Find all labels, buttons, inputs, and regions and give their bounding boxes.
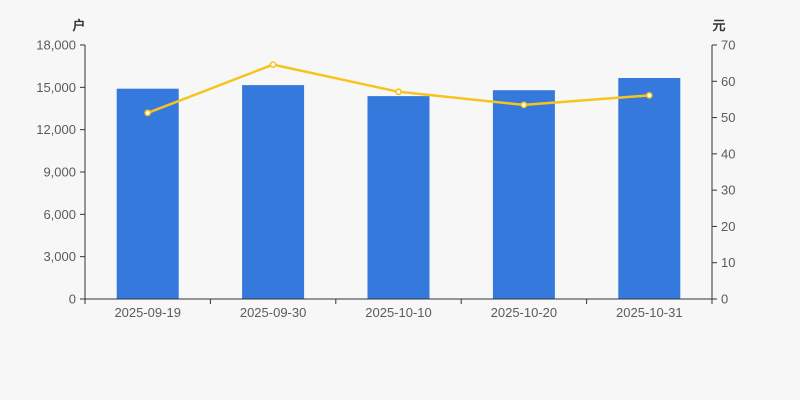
x-axis-category-label: 2025-10-10 [365,305,432,320]
x-axis-category-label: 2025-09-30 [240,305,307,320]
left-axis-tick-label: 3,000 [43,249,76,264]
x-axis-category-label: 2025-10-20 [491,305,558,320]
x-axis: 2025-09-19 2025-09-30 2025-10-10 2025-10-20… [84,298,713,320]
x-axis-category-label: 2025-10-31 [616,305,683,320]
left-axis: 0 3,000 6,000 9,000 12,000 15,000 18,000 [36,38,86,307]
left-axis-tick-label: 18,000 [36,38,76,53]
line-series-group [144,61,653,117]
bar [618,78,681,299]
line-data-point-marker [144,109,152,117]
right-axis-tick-label: 10 [721,255,735,270]
right-axis-tick-label: 0 [721,292,728,307]
left-axis-tick-label: 15,000 [36,80,76,95]
right-axis-tick-label: 40 [721,146,735,161]
line-data-point-marker [395,88,402,96]
line-data-point-marker [645,92,653,99]
right-axis-tick-label: 60 [721,74,735,89]
left-axis-tick-label: 12,000 [36,122,76,137]
line-data-point-marker [269,61,277,68]
right-axis: 0 10 20 30 40 50 60 70 [711,38,735,307]
left-axis-tick-label: 6,000 [43,207,76,222]
bar [116,88,179,299]
bar [492,90,555,299]
bar [367,96,430,299]
x-axis-category-label: 2025-09-19 [114,305,181,320]
bar [242,85,305,299]
right-axis-tick-label: 70 [721,38,735,53]
right-axis-unit-label: 元 [712,18,725,33]
line-data-point-marker [520,101,528,109]
left-axis-tick-label: 9,000 [43,165,76,180]
left-axis-unit-label: 户 [72,18,85,33]
left-axis-tick-label: 0 [69,292,76,307]
right-axis-tick-label: 20 [721,219,735,234]
bar-series-group [116,78,681,299]
right-axis-tick-label: 30 [721,183,735,198]
right-axis-tick-label: 50 [721,110,735,125]
